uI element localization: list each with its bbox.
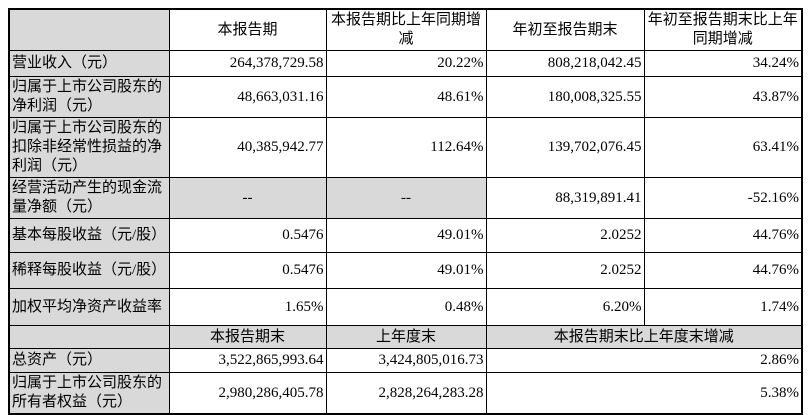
cell-change: 5.38% (485, 372, 803, 415)
header-corner-cell (8, 8, 170, 51)
cell-yoy-change: 112.64% (325, 117, 487, 178)
row-label: 稀释每股收益（元/股） (8, 252, 170, 289)
cell-current-period: 0.5476 (168, 252, 327, 289)
cell-yoy-change: 20.22% (325, 50, 487, 77)
cell-yoy-change: 49.01% (325, 218, 487, 253)
row-label: 归属于上市公司股东的净利润（元） (8, 76, 170, 118)
header-period-end: 本报告期末 (168, 325, 327, 349)
cell-ytd-yoy-change: -52.16% (643, 177, 803, 219)
cell-current-period: 0.5476 (168, 218, 327, 253)
table-row-operating-cash-flow: 经营活动产生的现金流量净额（元） -- -- 88,319,891.41 -52… (8, 177, 803, 219)
cell-yoy-change: -- (325, 177, 487, 219)
header-ytd: 年初至报告期末 (485, 8, 645, 51)
table-row-basic-eps: 基本每股收益（元/股） 0.5476 49.01% 2.0252 44.76% (8, 218, 803, 253)
cell-change: 2.86% (485, 348, 803, 373)
cell-ytd: 139,702,076.45 (485, 117, 645, 178)
cell-ytd-yoy-change: 44.76% (643, 252, 803, 289)
cell-prior-year-end: 2,828,264,283.28 (325, 372, 487, 415)
cell-ytd: 808,218,042.45 (485, 50, 645, 77)
cell-prior-year-end: 3,424,805,016.73 (325, 348, 487, 373)
row-label: 经营活动产生的现金流量净额（元） (8, 177, 170, 219)
cell-period-end: 3,522,865,993.64 (168, 348, 327, 373)
cell-yoy-change: 49.01% (325, 252, 487, 289)
row-label: 基本每股收益（元/股） (8, 218, 170, 253)
table-row-diluted-eps: 稀释每股收益（元/股） 0.5476 49.01% 2.0252 44.76% (8, 252, 803, 289)
cell-period-end: 2,980,286,405.78 (168, 372, 327, 415)
row-label: 总资产（元） (8, 348, 170, 373)
cell-ytd-yoy-change: 43.87% (643, 76, 803, 118)
cell-ytd: 88,319,891.41 (485, 177, 645, 219)
table-row-weighted-avg-roe: 加权平均净资产收益率 1.65% 0.48% 6.20% 1.74% (8, 288, 803, 326)
row-label: 加权平均净资产收益率 (8, 288, 170, 326)
cell-current-period: 1.65% (168, 288, 327, 326)
header-ytd-yoy-change: 年初至报告期末比上年同期增减 (643, 8, 803, 51)
header-yoy-change: 本报告期比上年同期增减 (325, 8, 487, 51)
row-label: 归属于上市公司股东的扣除非经常性损益的净利润（元） (8, 117, 170, 178)
cell-current-period: 264,378,729.58 (168, 50, 327, 77)
table-row-total-assets: 总资产（元） 3,522,865,993.64 3,424,805,016.73… (8, 348, 803, 373)
cell-current-period: 48,663,031.16 (168, 76, 327, 118)
cell-ytd: 2.0252 (485, 252, 645, 289)
cell-current-period: -- (168, 177, 327, 219)
table-row-net-profit: 归属于上市公司股东的净利润（元） 48,663,031.16 48.61% 18… (8, 76, 803, 118)
cell-yoy-change: 48.61% (325, 76, 487, 118)
header2-corner-cell (8, 325, 170, 349)
header-row-period-end: 本报告期末 上年度末 本报告期末比上年度末增减 (8, 325, 803, 349)
row-label: 归属于上市公司股东的所有者权益（元） (8, 372, 170, 415)
header-current-period: 本报告期 (168, 8, 327, 51)
cell-ytd: 2.0252 (485, 218, 645, 253)
cell-yoy-change: 0.48% (325, 288, 487, 326)
cell-ytd-yoy-change: 44.76% (643, 218, 803, 253)
table-row-net-profit-excl-nonrecurring: 归属于上市公司股东的扣除非经常性损益的净利润（元） 40,385,942.77 … (8, 117, 803, 178)
header-row-period: 本报告期 本报告期比上年同期增减 年初至报告期末 年初至报告期末比上年同期增减 (8, 8, 803, 51)
header-prior-year-end: 上年度末 (325, 325, 487, 349)
cell-ytd-yoy-change: 63.41% (643, 117, 803, 178)
cell-ytd-yoy-change: 34.24% (643, 50, 803, 77)
row-label: 营业收入（元） (8, 50, 170, 77)
header-period-end-change: 本报告期末比上年度末增减 (485, 325, 803, 349)
cell-current-period: 40,385,942.77 (168, 117, 327, 178)
cell-ytd-yoy-change: 1.74% (643, 288, 803, 326)
financial-summary-table: 本报告期 本报告期比上年同期增减 年初至报告期末 年初至报告期末比上年同期增减 … (8, 8, 803, 415)
table-row-equity: 归属于上市公司股东的所有者权益（元） 2,980,286,405.78 2,82… (8, 372, 803, 415)
cell-ytd: 6.20% (485, 288, 645, 326)
table-row-revenue: 营业收入（元） 264,378,729.58 20.22% 808,218,04… (8, 50, 803, 77)
cell-ytd: 180,008,325.55 (485, 76, 645, 118)
